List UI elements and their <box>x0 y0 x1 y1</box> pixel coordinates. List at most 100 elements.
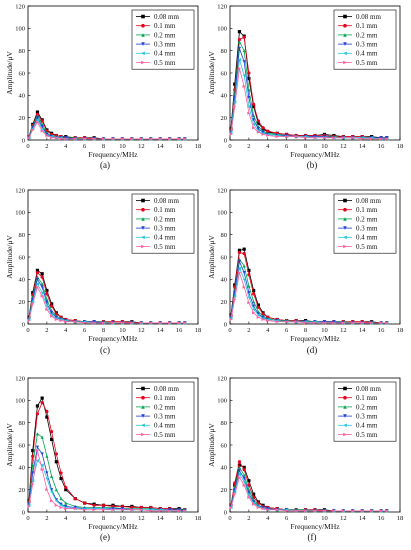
data-point <box>385 136 389 140</box>
data-point <box>294 320 298 324</box>
data-point <box>40 285 44 289</box>
y-axis-title: Amplitude/μV <box>5 51 14 95</box>
y-tick-label: 80 <box>221 420 228 427</box>
data-point <box>370 137 374 141</box>
legend-label: 0.2 mm <box>154 215 176 223</box>
y-tick-label: 120 <box>15 3 25 10</box>
data-point <box>303 136 308 140</box>
y-tick-label: 40 <box>19 277 26 284</box>
legend-marker <box>343 405 347 409</box>
data-point <box>35 445 40 449</box>
legend-marker <box>343 235 347 240</box>
y-tick-label: 0 <box>22 321 25 328</box>
legend-marker <box>141 432 145 437</box>
legend-marker <box>343 217 347 221</box>
legend-marker <box>141 226 145 230</box>
data-point <box>313 136 317 140</box>
chart-panel-a: 0 2 4 6 8 10 12 14 16 18 0 20 40 60 80 100 120 Frequency/… <box>5 3 201 170</box>
x-tick-label: 10 <box>321 515 328 522</box>
data-point <box>101 321 106 325</box>
legend-label: 0.2 mm <box>356 31 378 39</box>
legend-label: 0.3 mm <box>154 225 176 233</box>
legend-label: 0.1 mm <box>154 206 176 214</box>
data-point <box>242 252 246 256</box>
data-point <box>92 137 96 141</box>
legend-marker <box>343 414 347 418</box>
data-point <box>237 472 242 476</box>
x-tick-label: 10 <box>119 143 126 150</box>
data-point <box>360 509 364 513</box>
data-point <box>360 137 364 141</box>
data-point <box>64 137 68 141</box>
data-point <box>64 507 68 511</box>
data-point <box>139 137 143 141</box>
legend: 0.08 mm0.1 mm0.2 mm 0.3 mm0.4 mm0.5 mm <box>131 9 195 70</box>
y-tick-label: 20 <box>221 299 228 306</box>
data-point <box>261 130 265 134</box>
y-tick-label: 100 <box>217 26 227 33</box>
data-point <box>139 508 143 512</box>
legend-marker <box>141 395 145 400</box>
legend-marker <box>141 423 145 428</box>
data-point <box>45 454 49 458</box>
data-point <box>40 282 44 286</box>
y-tick-label: 20 <box>19 487 26 494</box>
data-point <box>35 459 40 463</box>
data-point <box>40 400 44 405</box>
data-point <box>237 259 242 264</box>
data-point <box>252 304 256 308</box>
data-point <box>237 58 242 62</box>
data-point <box>242 285 246 289</box>
legend-label: 0.08 mm <box>356 13 381 21</box>
data-point <box>303 321 308 325</box>
data-point <box>252 311 256 315</box>
data-point <box>149 321 153 325</box>
panel-label: (e) <box>100 532 110 542</box>
x-axis-title: Frequency/MHz <box>290 334 340 343</box>
data-point <box>252 104 256 109</box>
legend-marker <box>141 14 145 19</box>
data-point <box>50 437 54 442</box>
data-point <box>73 505 77 510</box>
data-point <box>237 463 242 467</box>
data-point <box>385 137 389 141</box>
x-tick-label: 4 <box>266 515 270 522</box>
data-point <box>50 499 54 503</box>
x-axis-title: Frequency/MHz <box>290 150 340 159</box>
data-point <box>242 483 246 487</box>
chart-panel-f: 0 2 4 6 8 10 12 14 16 18 0 20 40 60 80 100 120 Frequency/… <box>207 375 403 542</box>
data-point <box>322 320 327 324</box>
legend-box <box>333 381 397 442</box>
x-tick-label: 0 <box>26 143 29 150</box>
data-point <box>256 315 260 319</box>
data-point <box>35 118 40 122</box>
legend-marker <box>343 42 347 46</box>
data-point <box>35 110 40 114</box>
data-point <box>149 509 153 513</box>
legend-marker <box>141 42 145 46</box>
x-tick-label: 6 <box>285 327 289 334</box>
data-point <box>35 277 40 281</box>
data-point <box>351 509 355 513</box>
series-line-5 <box>28 459 185 512</box>
legend-label: 0.4 mm <box>356 50 378 58</box>
legend-marker <box>343 23 347 28</box>
data-point <box>247 95 251 100</box>
y-tick-label: 80 <box>19 420 26 427</box>
series-line-6 <box>230 272 387 324</box>
y-tick-label: 100 <box>217 210 227 217</box>
data-point <box>332 136 336 140</box>
data-point <box>242 480 246 484</box>
data-point <box>275 320 279 324</box>
data-point <box>379 137 383 141</box>
data-point <box>73 320 77 324</box>
data-point <box>252 292 256 296</box>
legend-marker <box>141 244 145 249</box>
data-point <box>31 291 35 295</box>
data-point <box>261 505 265 510</box>
legend-label: 0.4 mm <box>154 234 176 242</box>
data-point <box>332 509 336 513</box>
y-tick-label: 60 <box>19 442 26 449</box>
panel-label: (f) <box>308 532 317 542</box>
y-axis-title: Amplitude/μV <box>207 51 216 95</box>
